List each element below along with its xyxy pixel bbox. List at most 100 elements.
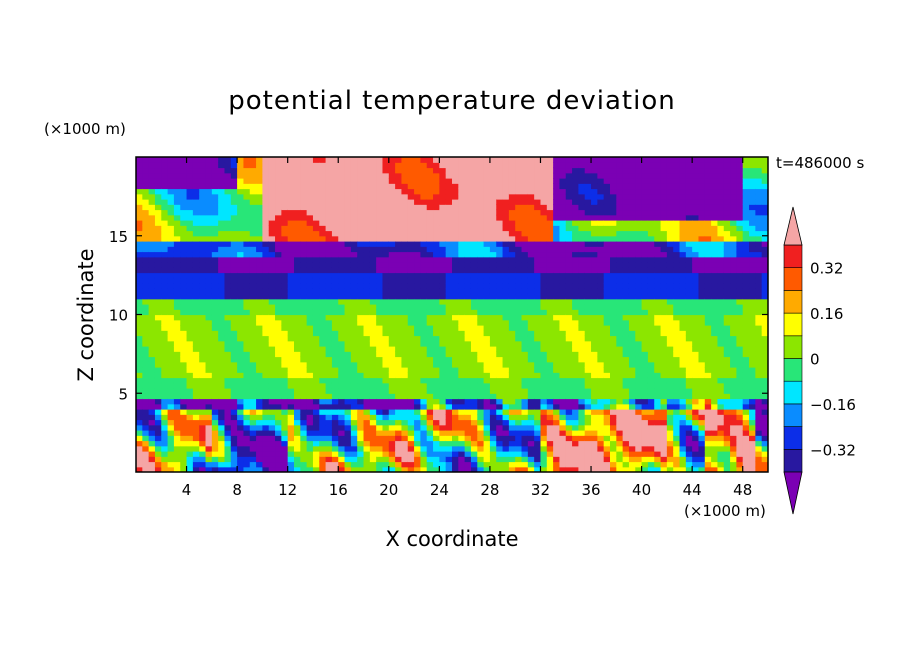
heatmap-cell [154, 172, 162, 179]
heatmap-cell [584, 283, 592, 289]
heatmap-cell [306, 267, 314, 274]
heatmap-cell [654, 178, 662, 184]
heatmap-cell [521, 309, 529, 316]
heatmap-cell [616, 367, 624, 373]
heatmap-cell [553, 351, 561, 358]
heatmap-cell [249, 162, 257, 169]
heatmap-cell [464, 409, 472, 415]
heatmap-cell [243, 398, 251, 405]
heatmap-cell [142, 451, 150, 457]
heatmap-cell [654, 204, 662, 211]
heatmap-cell [136, 393, 143, 400]
heatmap-cell [363, 230, 371, 237]
heatmap-cell [395, 361, 403, 368]
heatmap-cell [445, 157, 453, 163]
heatmap-cell [584, 230, 592, 237]
heatmap-cell [312, 330, 320, 337]
heatmap-cell [180, 272, 188, 279]
heatmap-cell [565, 162, 573, 169]
heatmap-cell [572, 445, 579, 452]
heatmap-cell [142, 361, 150, 368]
heatmap-cell [338, 424, 346, 431]
heatmap-cell [180, 314, 188, 321]
heatmap-cell [142, 256, 150, 263]
heatmap-cell [654, 209, 662, 216]
heatmap-cell [287, 424, 295, 431]
heatmap-cell [275, 235, 282, 242]
heatmap-cell [338, 398, 346, 405]
heatmap-cell [136, 340, 143, 347]
heatmap-cell [376, 319, 384, 326]
heatmap-cell [458, 356, 466, 363]
heatmap-cell [218, 456, 226, 463]
heatmap-cell [527, 172, 535, 179]
heatmap-cell [502, 199, 510, 205]
heatmap-cell [319, 319, 327, 326]
heatmap-cell [515, 277, 523, 284]
heatmap-cell [218, 435, 226, 442]
heatmap-cell [546, 325, 554, 331]
heatmap-cell [173, 403, 181, 410]
heatmap-cell [477, 372, 485, 379]
heatmap-cell [527, 214, 535, 221]
heatmap-cell [559, 372, 567, 379]
heatmap-cell [268, 225, 276, 232]
heatmap-cell [154, 309, 162, 316]
heatmap-cell [173, 414, 181, 421]
heatmap-cell [350, 167, 358, 174]
heatmap-cell [148, 162, 156, 169]
heatmap-cell [622, 398, 630, 405]
heatmap-cell [344, 340, 352, 347]
heatmap-cell [565, 214, 573, 221]
heatmap-cell [161, 319, 169, 326]
heatmap-cell [622, 235, 630, 242]
heatmap-cell [395, 209, 403, 216]
heatmap-cell [357, 440, 365, 447]
heatmap-cell [445, 461, 453, 468]
heatmap-cell [319, 309, 327, 316]
heatmap-cell [268, 193, 276, 200]
heatmap-cell [331, 356, 339, 363]
heatmap-cell [161, 256, 169, 263]
heatmap-cell [420, 330, 428, 337]
heatmap-cell [382, 440, 390, 447]
heatmap-cell [420, 351, 428, 358]
heatmap-cell [388, 382, 396, 389]
heatmap-cell [635, 225, 643, 232]
heatmap-cell [363, 288, 371, 295]
heatmap-cell [186, 220, 194, 226]
heatmap-cell [199, 277, 207, 284]
heatmap-cell [148, 298, 156, 305]
heatmap-cell [161, 419, 169, 426]
heatmap-cell [572, 351, 579, 358]
heatmap-cell [161, 167, 169, 174]
heatmap-cell [540, 277, 548, 284]
heatmap-cell [331, 298, 339, 305]
heatmap-cell [325, 388, 333, 394]
heatmap-cell [256, 251, 263, 258]
heatmap-cell [338, 372, 346, 379]
heatmap-cell [167, 409, 175, 415]
heatmap-cell [565, 430, 573, 436]
heatmap-cell [439, 414, 447, 421]
heatmap-cell [249, 157, 257, 163]
heatmap-cell [281, 204, 289, 211]
heatmap-cell [540, 393, 548, 400]
heatmap-cell [565, 351, 573, 358]
heatmap-cell [161, 225, 169, 232]
heatmap-cell [395, 193, 403, 200]
heatmap-cell [515, 346, 523, 352]
heatmap-cell [401, 167, 409, 174]
heatmap-cell [565, 314, 573, 321]
heatmap-cell [382, 220, 390, 226]
heatmap-cell [439, 225, 447, 232]
heatmap-cell [256, 351, 263, 358]
heatmap-cell [306, 199, 314, 205]
heatmap-cell [376, 262, 384, 268]
heatmap-cell [136, 466, 143, 472]
heatmap-cell [559, 225, 567, 232]
heatmap-cell [142, 335, 150, 342]
heatmap-cell [483, 272, 491, 279]
heatmap-cell [243, 262, 251, 268]
heatmap-cell [483, 414, 491, 421]
